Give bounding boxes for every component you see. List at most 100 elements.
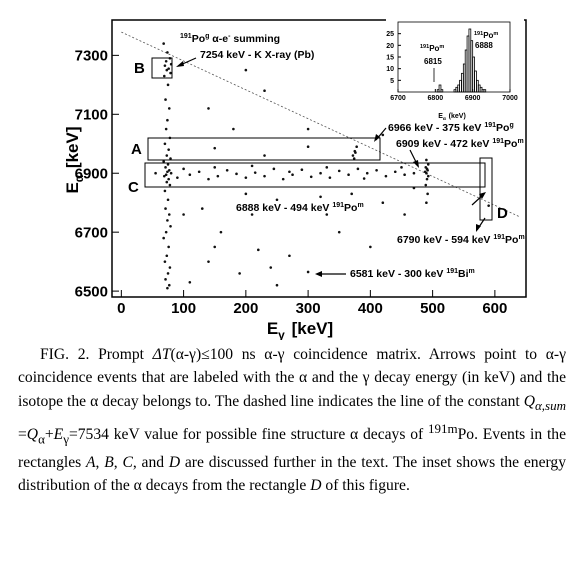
- y-tick-label: 7100: [75, 107, 108, 124]
- point: [163, 189, 167, 193]
- point: [162, 236, 165, 240]
- point: [232, 127, 235, 131]
- inset-label: 6888: [475, 41, 493, 50]
- point: [166, 198, 170, 202]
- point: [163, 64, 167, 67]
- point: [337, 230, 341, 234]
- point: [165, 180, 169, 184]
- point: [166, 170, 169, 174]
- point: [166, 286, 169, 290]
- inset-label-part: m: [439, 44, 444, 50]
- inset-label: 6815: [424, 57, 442, 66]
- axis-label-part: γ: [278, 328, 285, 340]
- point: [309, 175, 313, 179]
- point: [207, 177, 210, 181]
- point: [167, 283, 171, 287]
- point: [167, 67, 170, 70]
- point: [164, 166, 167, 169]
- point: [162, 160, 165, 163]
- point: [347, 173, 350, 177]
- caption-text: =: [18, 426, 27, 444]
- point: [275, 283, 279, 287]
- axis-label-part: E: [63, 182, 82, 193]
- x-tick-label: 600: [482, 300, 507, 317]
- point: [219, 230, 223, 234]
- point: [166, 118, 169, 122]
- arrow-head: [176, 61, 184, 67]
- annotation: 6966 keV - 375 keV 191Pog: [388, 122, 514, 134]
- y-tick-label: 5: [390, 78, 394, 85]
- point: [167, 168, 171, 172]
- x-tick-label: 6700: [390, 95, 406, 102]
- point: [412, 171, 416, 175]
- point: [424, 166, 428, 169]
- caption-text: Q: [26, 426, 39, 444]
- annotation: 7254 keV - K X-ray (Pb): [200, 49, 314, 61]
- point: [207, 260, 210, 263]
- caption-text: , and: [132, 453, 169, 471]
- point: [281, 177, 285, 181]
- point: [188, 280, 192, 284]
- y-tick-label: 20: [386, 43, 394, 50]
- point: [167, 177, 170, 181]
- caption-text: Q: [523, 392, 535, 410]
- point: [162, 174, 166, 178]
- point: [306, 127, 310, 131]
- point: [384, 174, 388, 178]
- point: [169, 157, 172, 160]
- point: [169, 171, 173, 175]
- x-tick-label: 500: [420, 300, 445, 317]
- arrow-heads: [176, 61, 486, 277]
- point: [244, 176, 248, 179]
- bar: [483, 89, 487, 93]
- caption-text: D: [168, 453, 181, 471]
- point: [381, 201, 385, 205]
- point: [393, 170, 397, 174]
- point: [164, 230, 168, 234]
- axis-label-part: E: [438, 113, 443, 120]
- box-label: B: [134, 60, 145, 77]
- point: [207, 107, 210, 110]
- point: [164, 207, 167, 210]
- box-label: C: [128, 179, 139, 196]
- point: [168, 183, 172, 187]
- axis-label: Eγ [keV]: [267, 319, 333, 340]
- point: [164, 127, 168, 131]
- arrow-head: [374, 134, 380, 142]
- point: [167, 148, 170, 151]
- inset-label-part: 191: [474, 31, 483, 37]
- arrow-head: [479, 192, 486, 199]
- point: [235, 172, 238, 176]
- point: [288, 254, 291, 258]
- point: [213, 166, 217, 169]
- caption-text: ,: [95, 453, 105, 471]
- point: [163, 260, 167, 263]
- axis-label-part: E: [267, 319, 278, 338]
- point: [426, 163, 430, 166]
- point: [328, 176, 332, 179]
- point: [355, 145, 358, 149]
- point: [423, 170, 427, 174]
- box-label: A: [131, 141, 142, 158]
- caption-text: ΔT: [152, 346, 171, 363]
- box-label: D: [497, 205, 508, 222]
- axis-label-part: [keV]: [63, 126, 82, 168]
- point: [197, 170, 201, 174]
- x-tick-label: 6900: [465, 95, 481, 102]
- x-tick-label: 6800: [428, 95, 444, 102]
- caption-text: E: [53, 426, 64, 444]
- point: [365, 171, 369, 175]
- point: [165, 254, 169, 258]
- point: [250, 164, 254, 168]
- point: [169, 224, 172, 228]
- point: [275, 198, 279, 202]
- caption-text: =7534 keV value for possible fine struct…: [68, 426, 428, 444]
- point: [225, 168, 229, 172]
- point: [166, 163, 170, 166]
- annotation: 6909 keV - 472 keV 191Pom: [396, 138, 524, 150]
- inset-label-part: Po: [429, 44, 439, 53]
- point: [164, 59, 168, 63]
- point: [362, 177, 366, 180]
- point: [162, 42, 165, 45]
